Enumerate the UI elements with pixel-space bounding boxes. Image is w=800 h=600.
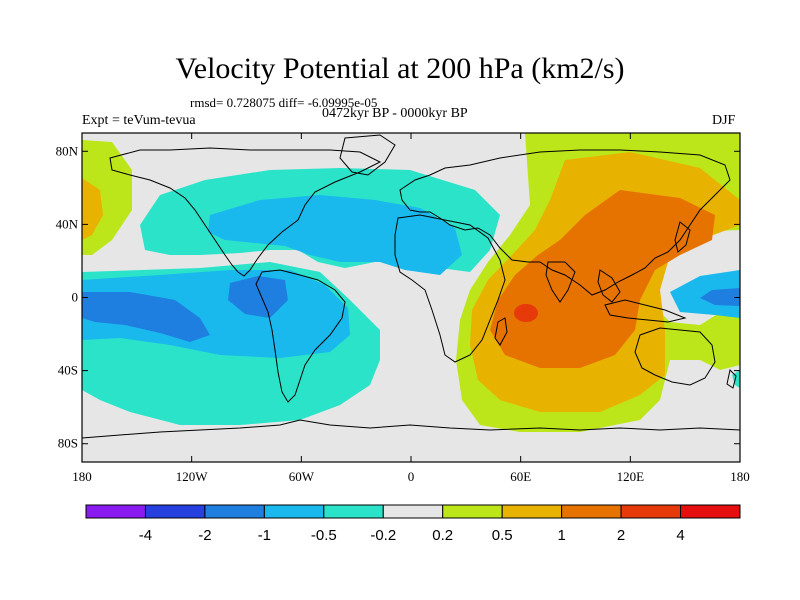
period-label: 0472kyr BP - 0000kyr BP <box>322 106 468 121</box>
longitude-axis: 180 120W 60W 0 60E 120E 180 <box>72 133 750 484</box>
lat-tick-label: 0 <box>72 290 79 305</box>
coast-antarctica <box>82 419 740 439</box>
contour-minus-1-amazon <box>228 276 288 318</box>
lat-tick-label: 80S <box>58 436 78 451</box>
contour-1 <box>490 190 715 368</box>
lon-tick-label: 0 <box>408 469 415 484</box>
lat-tick-label: 40S <box>58 363 78 378</box>
contour-minus-1 <box>82 292 210 342</box>
coast-new-zealand <box>726 368 737 389</box>
colorbar-swatch <box>620 504 682 519</box>
colorbar-label: -0.2 <box>370 527 396 544</box>
colorbar-swatch <box>85 504 146 519</box>
colorbar-label: -2 <box>198 527 211 544</box>
coast-southeast-asia <box>597 269 621 303</box>
colorbar-swatch <box>204 504 265 519</box>
lat-tick-label: 80N <box>56 143 79 158</box>
season-label: DJF <box>712 113 736 128</box>
colorbar-swatch <box>382 504 444 519</box>
colorbar: -4 -2 -1 -0.5 -0.2 0.2 0.5 1 2 4 <box>85 504 741 544</box>
latitude-axis: 80N 40N 0 40S 80S <box>56 143 740 451</box>
coast-japan <box>674 221 691 253</box>
lon-tick-label: 180 <box>730 469 750 484</box>
colorbar-swatch <box>501 504 563 519</box>
colorbar-swatch <box>144 504 206 519</box>
lon-tick-label: 60E <box>510 469 531 484</box>
stats-label: rmsd= 0.728075 diff= -6.09995e-05 <box>190 95 378 110</box>
coast-africa <box>394 214 506 363</box>
coast-south-america <box>255 269 346 403</box>
colorbar-label: 2 <box>617 527 625 544</box>
coast-australia <box>634 327 716 386</box>
coast-india <box>545 261 576 303</box>
coast-north-america <box>109 147 382 277</box>
colorbar-label: -1 <box>258 527 271 544</box>
lon-tick-label: 120W <box>176 469 209 484</box>
colorbar-swatch <box>323 504 384 519</box>
colorbar-swatch <box>680 504 741 519</box>
colorbar-label: -0.5 <box>311 527 337 544</box>
colorbar-swatch <box>263 504 325 519</box>
lon-tick-label: 120E <box>617 469 645 484</box>
colorbar-label: 0.5 <box>492 527 513 544</box>
map-title: Velocity Potential at 200 hPa (km2/s) <box>175 52 625 85</box>
coast-indonesia <box>604 299 687 323</box>
experiment-label: Expt = teVum-tevua <box>82 113 196 128</box>
coastlines <box>82 134 740 439</box>
colorbar-swatch <box>442 504 503 519</box>
colorbar-label: 0.2 <box>432 527 453 544</box>
colorbar-label: -4 <box>139 527 152 544</box>
coast-greenland <box>339 134 396 176</box>
coast-europe-asia <box>399 149 731 296</box>
coast-madagascar <box>494 317 508 346</box>
colorbar-swatch <box>561 504 622 519</box>
contour-2 <box>514 304 538 322</box>
contour-minus-1-east <box>700 288 740 306</box>
lon-tick-label: 180 <box>72 469 92 484</box>
lon-tick-label: 60W <box>289 469 315 484</box>
map-plot-area <box>82 133 740 462</box>
lat-tick-label: 40N <box>56 216 79 231</box>
colorbar-label: 1 <box>557 527 565 544</box>
colorbar-label: 4 <box>676 527 684 544</box>
contour-minus-0.5-north <box>208 195 462 275</box>
contour-minus-0.5-east <box>670 270 740 318</box>
